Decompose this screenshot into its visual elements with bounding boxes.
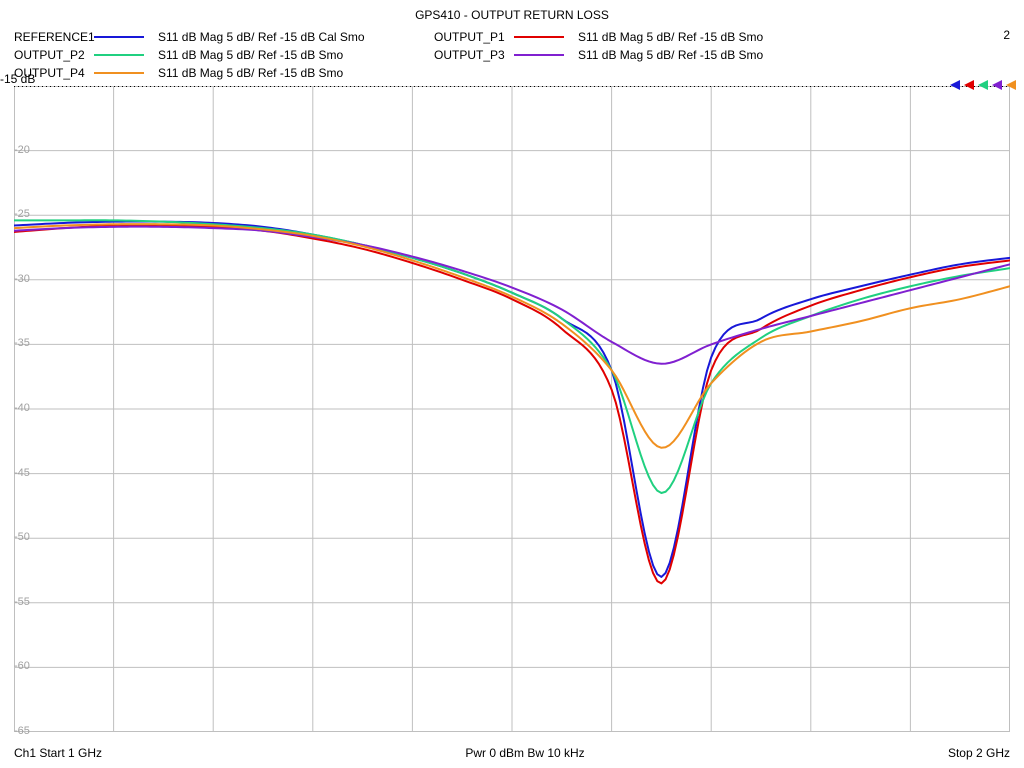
y-tick-label: -55 xyxy=(14,596,30,608)
legend-swatch xyxy=(514,36,564,38)
y-tick-label: -25 xyxy=(14,208,30,220)
legend-swatch xyxy=(94,72,144,74)
legend-trace-name: OUTPUT_P1 xyxy=(434,30,514,44)
legend-trace-name: REFERENCE1 xyxy=(14,30,94,44)
x-center-label: Pwr 0 dBm Bw 10 kHz xyxy=(465,746,584,760)
legend-item: OUTPUT_P3 S11 dB Mag 5 dB/ Ref -15 dB Smo xyxy=(434,48,854,62)
legend-swatch xyxy=(94,36,144,38)
legend-trace-desc: S11 dB Mag 5 dB/ Ref -15 dB Smo xyxy=(578,48,854,62)
legend: REFERENCE1 S11 dB Mag 5 dB/ Ref -15 dB Ca… xyxy=(14,28,1010,82)
legend-item: OUTPUT_P4S11 dB Mag 5 dB/ Ref -15 dB Smo xyxy=(14,66,434,80)
x-start-label: Ch1 Start 1 GHz xyxy=(14,746,102,760)
legend-item: OUTPUT_P2 S11 dB Mag 5 dB/ Ref -15 dB Smo xyxy=(14,48,434,62)
y-tick-label: -35 xyxy=(14,337,30,349)
y-tick-label: -50 xyxy=(14,531,30,543)
y-tick-label: -30 xyxy=(14,273,30,285)
x-axis-info-bar: Ch1 Start 1 GHz Pwr 0 dBm Bw 10 kHz Stop… xyxy=(14,746,1010,760)
legend-item: REFERENCE1 S11 dB Mag 5 dB/ Ref -15 dB Ca… xyxy=(14,30,434,44)
trace-markers xyxy=(948,80,1022,97)
y-tick-label: -65 xyxy=(14,725,30,737)
trace-marker-icon xyxy=(978,80,988,90)
plot-area xyxy=(14,86,1010,732)
trace-marker-icon xyxy=(950,80,960,90)
y-ref-label: -15 dB xyxy=(0,72,35,86)
legend-swatch xyxy=(94,54,144,56)
legend-trace-desc: S11 dB Mag 5 dB/ Ref -15 dB Cal Smo xyxy=(158,30,434,44)
chart-title: GPS410 - OUTPUT RETURN LOSS xyxy=(0,8,1024,22)
y-tick-label: -60 xyxy=(14,660,30,672)
trace-marker-icon xyxy=(964,80,974,90)
legend-trace-desc: S11 dB Mag 5 dB/ Ref -15 dB Smo xyxy=(158,66,434,80)
legend-trace-name: OUTPUT_P3 xyxy=(434,48,514,62)
legend-trace-desc: S11 dB Mag 5 dB/ Ref -15 dB Smo xyxy=(578,30,854,44)
y-tick-label: -40 xyxy=(14,402,30,414)
legend-item: OUTPUT_P1 S11 dB Mag 5 dB/ Ref -15 dB Smo xyxy=(434,30,854,44)
y-tick-label: -45 xyxy=(14,467,30,479)
legend-swatch xyxy=(514,54,564,56)
x-stop-label: Stop 2 GHz xyxy=(948,746,1010,760)
y-tick-label: -20 xyxy=(14,144,30,156)
legend-trace-desc: S11 dB Mag 5 dB/ Ref -15 dB Smo xyxy=(158,48,434,62)
trace-marker-icon xyxy=(992,80,1002,90)
trace-marker-icon xyxy=(1006,80,1016,90)
legend-trace-name: OUTPUT_P2 xyxy=(14,48,94,62)
